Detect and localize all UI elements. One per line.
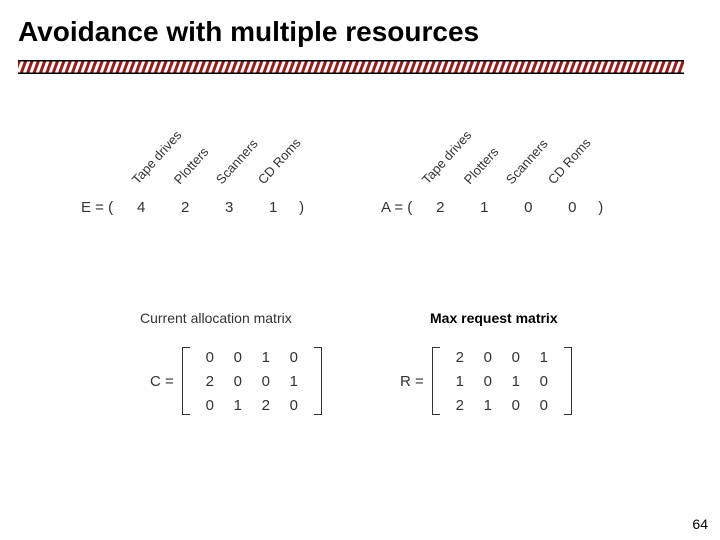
resource-label: CD Roms: [255, 135, 304, 187]
vector-value: 1: [251, 198, 295, 217]
vector-close: ): [594, 198, 604, 217]
matrix-cell: 2: [252, 393, 280, 417]
resource-label: Plotters: [461, 144, 502, 187]
title-underline-hatch: [18, 60, 684, 74]
matrix-cell: 1: [224, 393, 252, 417]
resource-labels-A: Tape drivesPlottersScannersCD Roms: [430, 120, 650, 190]
resource-labels-E: Tape drivesPlottersScannersCD Roms: [140, 120, 360, 190]
matrix-cell: 0: [280, 345, 308, 369]
vector-label: E = (: [80, 198, 119, 217]
page-title: Avoidance with multiple resources: [18, 16, 479, 48]
matrix-cell: 0: [530, 369, 558, 393]
matrix-cell: 0: [280, 393, 308, 417]
matrix-cell: 2: [446, 393, 474, 417]
slide-root: { "title": { "text": "Avoidance with mul…: [0, 0, 720, 540]
vector-A: A = (2100): [380, 198, 604, 217]
matrix-label: R =: [400, 373, 424, 390]
resource-label: Scanners: [503, 136, 551, 187]
matrix-cell: 0: [502, 345, 530, 369]
resource-label: CD Roms: [545, 135, 594, 187]
bracket-right: [564, 347, 572, 415]
vector-value: 1: [462, 198, 506, 217]
matrix-cell: 2: [196, 369, 224, 393]
matrix-cell: 0: [224, 345, 252, 369]
vector-value: 3: [207, 198, 251, 217]
vector-E: E = (4231): [80, 198, 305, 217]
matrix-cell: 0: [224, 369, 252, 393]
vector-value: 2: [163, 198, 207, 217]
matrix-cell: 1: [446, 369, 474, 393]
matrix-cell: 1: [252, 345, 280, 369]
matrix-cell: 2: [446, 345, 474, 369]
resource-label: Scanners: [213, 136, 261, 187]
bracket-right: [314, 347, 322, 415]
vector-value: 4: [119, 198, 163, 217]
bracket-left: [182, 347, 190, 415]
vector-value: 0: [550, 198, 594, 217]
matrix-label: C =: [150, 373, 174, 390]
matrix-cell: 1: [502, 369, 530, 393]
matrix-cell: 0: [252, 369, 280, 393]
matrix-cell: 1: [530, 345, 558, 369]
caption-current-allocation: Current allocation matrix: [140, 310, 292, 326]
vector-label: A = (: [380, 198, 418, 217]
caption-max-request: Max request matrix: [430, 310, 558, 326]
vector-value: 0: [506, 198, 550, 217]
resource-label: Plotters: [171, 144, 212, 187]
matrix-cell: 0: [502, 393, 530, 417]
matrix-C: C =001020010120: [150, 345, 322, 417]
vector-close: ): [295, 198, 305, 217]
matrix-R: R =200110102100: [400, 345, 572, 417]
matrix-cell: 0: [474, 345, 502, 369]
matrix-cell: 1: [280, 369, 308, 393]
matrix-cell: 0: [474, 369, 502, 393]
matrix-cell: 0: [196, 393, 224, 417]
page-number: 64: [692, 516, 708, 532]
bracket-left: [432, 347, 440, 415]
matrix-cell: 1: [474, 393, 502, 417]
matrix-cell: 0: [196, 345, 224, 369]
vector-value: 2: [418, 198, 462, 217]
matrix-cell: 0: [530, 393, 558, 417]
